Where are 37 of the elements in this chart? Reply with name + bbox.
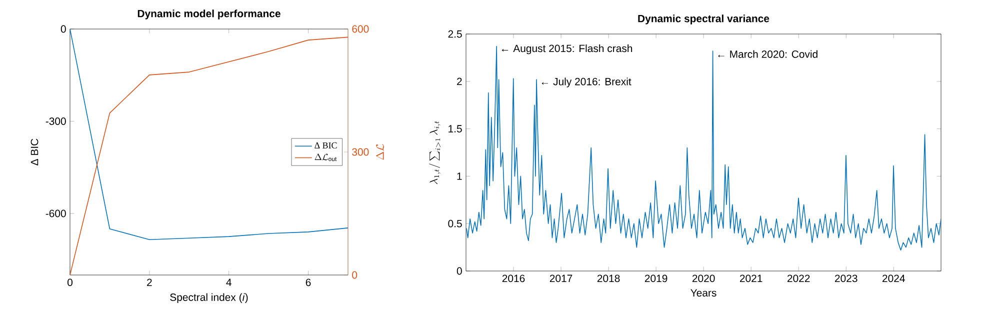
y2-tick-label: 300 bbox=[352, 148, 369, 156]
legend-label: $\Delta\mathcal{L}_{\mathrm{out}}$ bbox=[314, 154, 337, 162]
x-tick-label: 2024 bbox=[882, 274, 905, 282]
x-tick-label: 6 bbox=[306, 278, 311, 286]
x-tick-label: 2018 bbox=[597, 274, 620, 282]
x-tick-label: 2020 bbox=[692, 274, 715, 282]
chart-title: Dynamic model performance bbox=[138, 10, 280, 20]
annotation: ← March 2020: Covid bbox=[718, 50, 818, 58]
line-series bbox=[466, 46, 942, 251]
x-tick-label: 2023 bbox=[835, 274, 858, 282]
x-axis-title: Spectral index (i) bbox=[170, 293, 248, 304]
x-axis-title: Years bbox=[690, 289, 716, 297]
y-tick-label: 1 bbox=[457, 172, 462, 180]
y-tick-label: 2.5 bbox=[448, 30, 462, 38]
x-tick-label: 2019 bbox=[644, 274, 668, 282]
annotation: ← July 2016: Brexit bbox=[542, 78, 632, 88]
y-tick-label: 0 bbox=[456, 267, 462, 275]
y2-tick-label: 600 bbox=[352, 25, 369, 33]
chart-title: Dynamic spectral variance bbox=[638, 14, 770, 24]
y-tick-label: -600 bbox=[46, 210, 66, 218]
y-tick-label: 0 bbox=[60, 25, 66, 33]
y-tick-label: 1.5 bbox=[448, 125, 462, 132]
y-tick-label: -300 bbox=[46, 118, 66, 125]
y2-axis-title: $\Delta\mathcal{L}$ bbox=[376, 144, 384, 160]
annotation: ← August 2015: Flash crash bbox=[502, 44, 632, 54]
x-tick-label: 0 bbox=[68, 278, 72, 286]
y-tick-label: 2 bbox=[457, 78, 462, 86]
y-tick-label: 0.5 bbox=[448, 220, 462, 228]
y-axis-title: $\lambda_{1,t}/\sum_{i>1}\lambda_{i,t}$ bbox=[429, 121, 441, 184]
x-tick-label: 2016 bbox=[502, 274, 525, 282]
x-tick-label: 2021 bbox=[740, 274, 762, 282]
x-tick-label: 2022 bbox=[787, 274, 810, 282]
x-tick-label: 4 bbox=[226, 278, 232, 286]
y-axis-title: Δ BIC bbox=[30, 138, 38, 166]
x-tick-label: 2017 bbox=[550, 274, 572, 282]
x-tick-label: 2 bbox=[147, 278, 152, 286]
legend-label: Δ BIC bbox=[314, 142, 337, 148]
